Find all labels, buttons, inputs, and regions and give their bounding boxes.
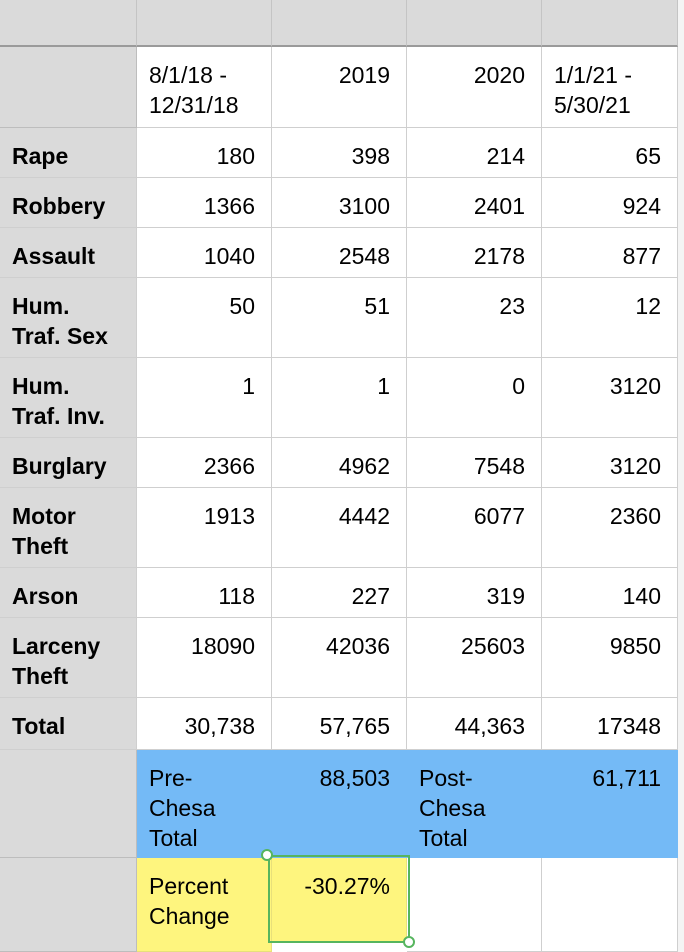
cell-selection[interactable] [268,855,410,943]
data-cell[interactable]: 65 [542,128,678,178]
row-label[interactable]: Total [0,698,137,750]
data-cell[interactable]: 1366 [137,178,272,228]
data-cell[interactable]: 1 [272,358,407,438]
period-header-cell[interactable]: 8/1/18 - 12/31/18 [137,47,272,128]
data-cell[interactable]: 180 [137,128,272,178]
data-cell[interactable]: 140 [542,568,678,618]
data-cell[interactable]: 25603 [407,618,542,698]
row-label[interactable]: Hum. Traf. Sex [0,278,137,358]
data-cell[interactable]: 2548 [272,228,407,278]
period-header-cell[interactable]: 2020 [407,47,542,128]
data-cell[interactable]: 398 [272,128,407,178]
data-cell[interactable]: 18090 [137,618,272,698]
post-chesa-label[interactable]: Post- Chesa Total [407,750,542,858]
selection-handle-bottom[interactable] [403,936,415,948]
data-cell[interactable]: 23 [407,278,542,358]
data-cell[interactable]: 3120 [542,438,678,488]
data-cell[interactable]: 57,765 [272,698,407,750]
pre-chesa-total[interactable]: 88,503 [272,750,407,858]
data-cell[interactable]: 1040 [137,228,272,278]
data-cell[interactable]: 2178 [407,228,542,278]
data-cell[interactable]: 319 [407,568,542,618]
data-cell[interactable]: 44,363 [407,698,542,750]
data-cell[interactable]: 51 [272,278,407,358]
row-header-periods[interactable] [0,47,137,128]
row-label[interactable]: Robbery [0,178,137,228]
grid-right-edge [678,0,684,952]
percent-change-label[interactable]: Percent Change [137,858,272,952]
corner-header[interactable] [0,0,137,47]
data-cell[interactable]: 214 [407,128,542,178]
data-cell[interactable]: 2366 [137,438,272,488]
data-cell[interactable]: 1 [137,358,272,438]
row-label[interactable]: Burglary [0,438,137,488]
pre-chesa-label[interactable]: Pre- Chesa Total [137,750,272,858]
row-header-percent[interactable] [0,858,137,952]
data-cell[interactable]: 227 [272,568,407,618]
percent-change-value[interactable]: -30.27% [272,858,407,942]
data-cell[interactable]: 9850 [542,618,678,698]
data-cell[interactable]: 17348 [542,698,678,750]
empty-cell[interactable] [542,858,678,952]
data-cell[interactable]: 4442 [272,488,407,568]
period-header-cell[interactable]: 1/1/21 - 5/30/21 [542,47,678,128]
empty-cell[interactable] [407,858,542,952]
data-cell[interactable]: 3100 [272,178,407,228]
data-cell[interactable]: 7548 [407,438,542,488]
column-header-e[interactable] [542,0,678,47]
period-header-cell[interactable]: 2019 [272,47,407,128]
data-cell[interactable]: 30,738 [137,698,272,750]
row-label[interactable]: Rape [0,128,137,178]
row-label[interactable]: Hum. Traf. Inv. [0,358,137,438]
data-cell[interactable]: 50 [137,278,272,358]
row-label[interactable]: Larceny Theft [0,618,137,698]
data-cell[interactable]: 3120 [542,358,678,438]
data-cell[interactable]: 118 [137,568,272,618]
data-cell[interactable]: 6077 [407,488,542,568]
data-cell[interactable]: 1913 [137,488,272,568]
data-cell[interactable]: 0 [407,358,542,438]
column-header-d[interactable] [407,0,542,47]
data-cell[interactable]: 42036 [272,618,407,698]
data-cell[interactable]: 12 [542,278,678,358]
post-chesa-total[interactable]: 61,711 [542,750,678,858]
row-label[interactable]: Motor Theft [0,488,137,568]
data-cell[interactable]: 2360 [542,488,678,568]
row-label[interactable]: Arson [0,568,137,618]
row-label[interactable]: Assault [0,228,137,278]
data-cell[interactable]: 2401 [407,178,542,228]
row-header-summary[interactable] [0,750,137,858]
selection-handle-top[interactable] [261,849,273,861]
data-cell[interactable]: 924 [542,178,678,228]
column-header-c[interactable] [272,0,407,47]
data-cell[interactable]: 877 [542,228,678,278]
column-header-b[interactable] [137,0,272,47]
data-cell[interactable]: 4962 [272,438,407,488]
